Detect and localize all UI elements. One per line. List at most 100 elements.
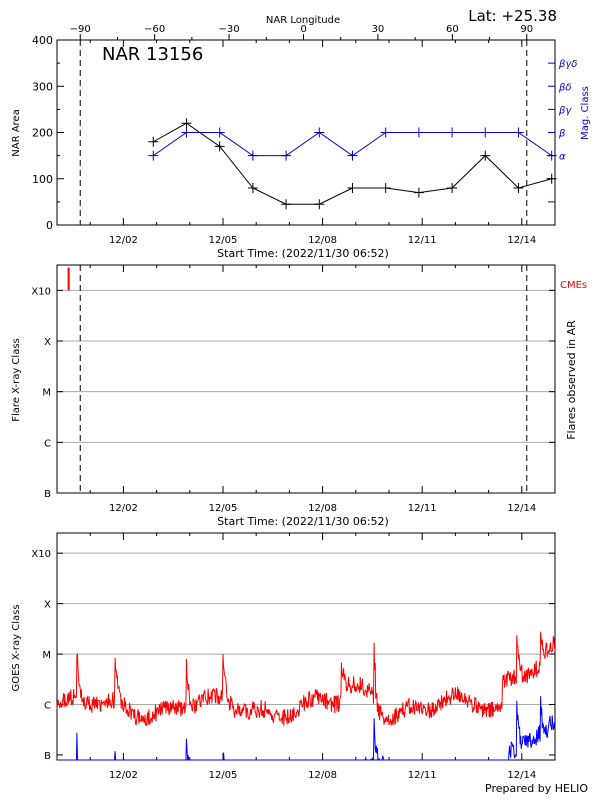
flare-panel-x-ticks: 12/02 12/05 12/08 12/11 12/14: [56, 265, 556, 514]
goes-panel-y-ticks: B C M X X10: [31, 549, 555, 762]
mag-class-series-point: [181, 127, 192, 138]
mag-class-axis-title: Mag. Class: [580, 86, 591, 140]
mag-class-series-point: [214, 127, 225, 138]
mag-class-series-point: [480, 127, 491, 138]
area-panel-start-time: Start Time: (2022/11/30 06:52): [217, 247, 389, 260]
flare-panel-x-tick-label: 12/05: [209, 503, 238, 514]
area-y-tick-label: 0: [46, 219, 53, 232]
flares-observed-axis-title: Flares observed in AR: [565, 320, 578, 440]
mag-class-label: βγδ: [558, 59, 577, 70]
flare-class-axis-title: Flare X-ray Class: [11, 338, 22, 422]
flare-panel-y-ticks: B C M X X10: [31, 286, 555, 500]
longitude-tick-label: −60: [144, 24, 165, 35]
mag-class-series-point: [247, 150, 258, 161]
area-panel-x-tick-label: 12/05: [209, 235, 238, 246]
area-series-point: [314, 199, 325, 210]
goes-class-label: C: [44, 701, 51, 712]
goes-panel-x-tick-label: 12/11: [408, 770, 437, 781]
goes-panel-x-tick-label: 12/05: [209, 770, 238, 781]
goes-class-label: M: [42, 650, 51, 661]
flare-panel-x-tick-label: 12/08: [308, 503, 337, 514]
longitude-tick-label: 0: [300, 24, 306, 35]
flare-class-label: M: [42, 388, 51, 399]
mag-class-series-point: [314, 127, 325, 138]
flare-panel-grid: [57, 289, 555, 443]
region-title: NAR 13156: [102, 44, 203, 65]
longitude-tick-label: 60: [446, 24, 459, 35]
mag-class-series-point: [413, 127, 424, 138]
mag-class-series-point: [447, 127, 458, 138]
flare-panel-start-time: Start Time: (2022/11/30 06:52): [217, 515, 389, 528]
longitude-tick-label: −90: [70, 24, 91, 35]
cme-label: CMEs: [560, 280, 587, 291]
area-panel-x-tick-label: 12/11: [408, 235, 437, 246]
goes-class-label: B: [44, 751, 51, 762]
goes-panel-x-tick-label: 12/08: [308, 770, 337, 781]
flare-class-label: C: [44, 438, 51, 449]
goes-class-axis-title: GOES X-ray Class: [11, 604, 22, 691]
flare-panel-x-tick-label: 12/14: [507, 503, 536, 514]
area-series-point: [447, 183, 458, 193]
mag-class-label: βγ: [558, 105, 572, 116]
area-panel-x-tick-label: 12/14: [507, 235, 536, 246]
area-series-point: [546, 173, 557, 184]
area-series-point: [480, 150, 491, 161]
goes-panel-frame: [56, 532, 556, 761]
area-panel-x-tick-label: 12/02: [109, 235, 138, 246]
flare-class-label: X10: [31, 286, 51, 297]
goes-long-curve: [56, 631, 556, 726]
goes-panel-x-ticks: 12/02 12/05 12/08 12/11 12/14: [56, 533, 556, 781]
goes-panel-x-tick-label: 12/02: [109, 770, 138, 781]
area-panel-series: [148, 118, 557, 210]
area-series-point: [181, 118, 192, 129]
longitude-tick-label: 30: [372, 24, 385, 35]
area-series-point: [148, 136, 159, 147]
goes-series: [56, 631, 556, 761]
area-series-point: [413, 187, 424, 198]
goes-short-curve: [57, 696, 556, 761]
flare-class-label: X: [44, 337, 51, 348]
mag-class-label: α: [559, 152, 566, 163]
area-series-point: [380, 183, 391, 193]
area-panel-limb-lines: [79, 40, 528, 225]
area-y-tick-label: 200: [32, 127, 53, 140]
area-series-point: [513, 183, 524, 193]
longitude-tick-label: −30: [219, 24, 240, 35]
footer-credit: Prepared by HELIO: [485, 782, 588, 795]
mag-class-label: β: [558, 129, 566, 140]
flare-panel-x-tick-label: 12/02: [109, 503, 138, 514]
goes-panel-x-tick-label: 12/14: [507, 770, 536, 781]
flare-panel-x-tick-label: 12/11: [408, 503, 437, 514]
mag-class-series-point: [380, 127, 391, 138]
area-panel-x-tick-label: 12/08: [308, 235, 337, 246]
goes-class-label: X10: [31, 549, 51, 560]
area-panel-x-ticks: 12/02 12/05 12/08 12/11 12/14: [56, 40, 556, 246]
area-axis-title: NAR Area: [11, 109, 22, 156]
area-series-point: [247, 183, 258, 193]
goes-class-label: X: [44, 600, 51, 611]
mag-class-series-point: [347, 150, 358, 161]
area-panel-longitude-ticks: −90 −60 −30 0 30 60 90: [70, 24, 533, 40]
mag-class-series-point: [281, 150, 292, 161]
latitude-label: Lat: +25.38: [468, 7, 557, 25]
mag-class-label: βδ: [558, 82, 572, 93]
goes-panel-grid: [57, 552, 555, 706]
area-series-point: [214, 141, 225, 152]
longitude-tick-label: 90: [520, 24, 533, 35]
mag-class-series-point: [148, 150, 159, 161]
area-panel-y-ticks: 0 100 200 300 400: [32, 34, 64, 232]
area-series-point: [281, 199, 292, 210]
area-y-tick-label: 300: [32, 80, 53, 93]
flare-panel-limb-lines: [79, 265, 528, 493]
flare-panel-frame: [56, 264, 556, 494]
area-y-tick-label: 100: [32, 173, 53, 186]
mag-class-ticks: α β βγ βδ βγδ: [548, 59, 577, 203]
area-series-point: [347, 183, 358, 193]
mag-class-series-point: [513, 127, 524, 138]
flare-class-label: B: [44, 489, 51, 500]
area-y-tick-label: 400: [32, 34, 53, 47]
longitude-axis-title: NAR Longitude: [266, 15, 340, 26]
mag-class-series-point: [546, 150, 557, 161]
